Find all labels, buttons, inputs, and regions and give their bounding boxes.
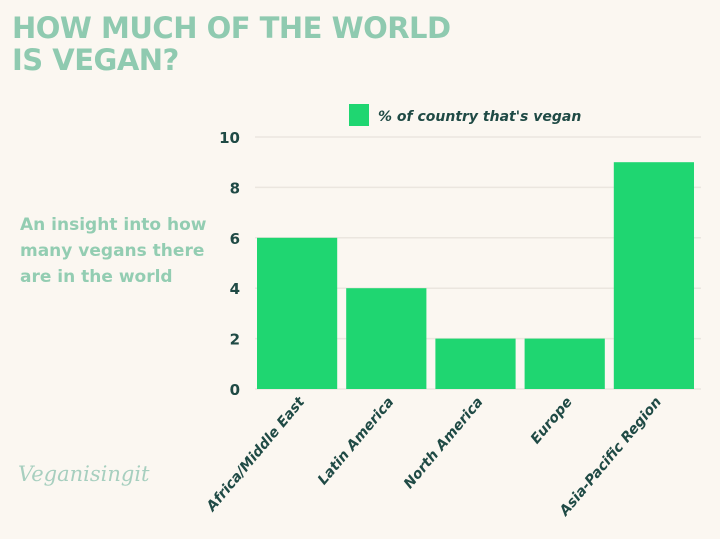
- x-tick-label: Latin America: [315, 394, 397, 488]
- x-tick-label: North America: [401, 394, 487, 492]
- y-tick-label: 10: [219, 129, 240, 147]
- y-tick-label: 8: [230, 179, 240, 197]
- legend: % of country that's vegan: [349, 104, 581, 126]
- title-line-2: IS VEGAN?: [12, 43, 179, 77]
- chart-subtitle: An insight into how many vegans there ar…: [20, 215, 207, 287]
- y-tick-label: 6: [230, 230, 240, 248]
- x-tick-label: Africa/Middle East: [203, 393, 309, 515]
- legend-label: % of country that's vegan: [378, 109, 581, 125]
- x-axis-labels: Africa/Middle East Latin America North Ame…: [203, 393, 665, 519]
- bar-europe: [524, 338, 605, 389]
- title-line-1: HOW MUCH OF THE WORLD: [12, 11, 451, 45]
- brand-logo: Veganisingit: [18, 462, 150, 486]
- bar-north-america: [435, 338, 516, 389]
- x-tick-label: Asia-Pacific Region: [556, 394, 665, 519]
- chart-title: HOW MUCH OF THE WORLD IS VEGAN?: [12, 12, 451, 76]
- bar-africa-middle-east: [257, 237, 338, 389]
- y-tick-label: 2: [230, 331, 240, 349]
- y-tick-label: 0: [230, 381, 240, 399]
- y-tick-label: 4: [230, 280, 240, 298]
- x-tick-label: Europe: [528, 394, 576, 447]
- bars: [257, 162, 694, 389]
- y-axis-ticks: 0 2 4 6 8 10: [219, 129, 240, 399]
- bar-asia-pacific-region: [613, 162, 694, 389]
- legend-swatch: [349, 104, 369, 126]
- bar-latin-america: [346, 288, 427, 389]
